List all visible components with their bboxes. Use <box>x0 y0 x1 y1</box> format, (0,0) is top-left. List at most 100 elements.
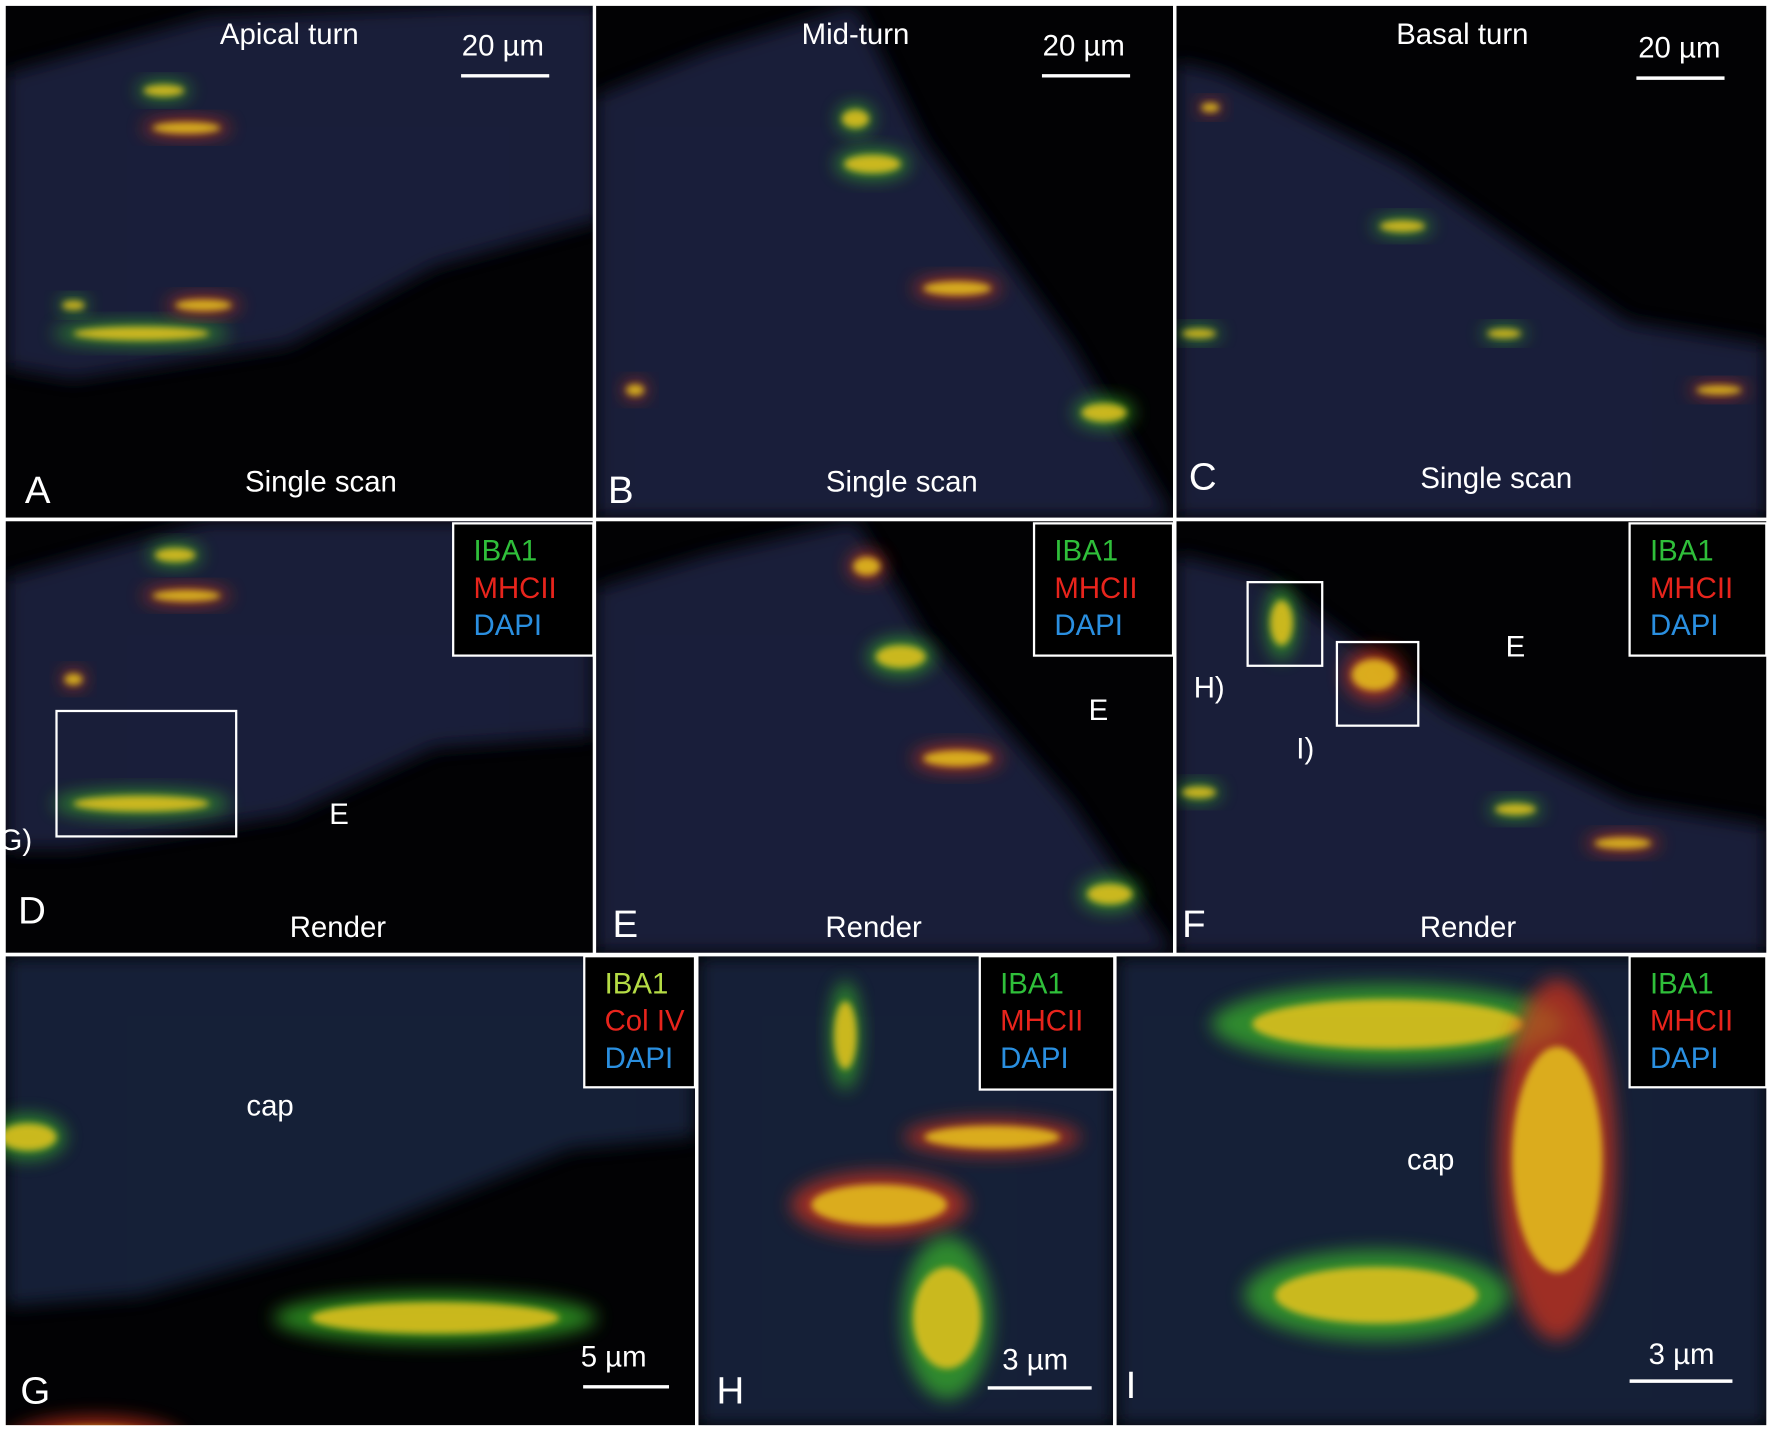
panel: Basal turn 20 µm Single scan C <box>1176 5 1767 518</box>
micrograph <box>5 956 696 1426</box>
panel-caption: Single scan <box>826 466 978 499</box>
annotation: E <box>1506 631 1526 664</box>
cell <box>1087 883 1133 905</box>
legend-box <box>1628 522 1768 657</box>
cell <box>924 1125 1061 1149</box>
annotation: I) <box>1296 732 1314 765</box>
micrograph <box>5 5 594 518</box>
legend-entry: Col IV <box>605 1005 685 1038</box>
legend-box <box>452 522 595 657</box>
micrograph <box>5 521 594 953</box>
cell <box>853 557 881 576</box>
legend-entry: DAPI <box>1650 609 1719 642</box>
scale-bar-label: 3 µm <box>1002 1344 1068 1377</box>
cell <box>1512 1046 1603 1273</box>
annotation: G) <box>0 824 32 857</box>
legend-box <box>1032 522 1175 657</box>
annotation: H) <box>1194 671 1225 704</box>
legend-entry: IBA1 <box>1650 535 1714 568</box>
cell <box>923 750 992 767</box>
legend-entry: DAPI <box>1650 1042 1719 1075</box>
legend-entry: MHCII <box>1650 1005 1733 1038</box>
tissue <box>5 956 696 1307</box>
cell <box>1696 385 1742 395</box>
inset-box <box>1335 640 1420 727</box>
panel-letter: B <box>608 469 634 512</box>
panel-letter: F <box>1182 903 1205 946</box>
panel-title: Mid-turn <box>802 18 910 51</box>
annotation: cap <box>246 1089 293 1122</box>
legend-entry: MHCII <box>474 572 557 605</box>
panel: Mid-turn 20 µm Single scan B <box>595 5 1174 518</box>
panel-caption: Single scan <box>1420 462 1572 495</box>
panel-caption: Render <box>825 911 922 944</box>
panel-caption: Render <box>1420 911 1517 944</box>
panel: 3 µm H IBA1 MHCII DAPI <box>698 955 1119 1426</box>
legend-entry: DAPI <box>1054 609 1123 642</box>
legend-entry: MHCII <box>1054 572 1137 605</box>
cell <box>1270 600 1293 646</box>
legend-entry: IBA1 <box>1054 535 1118 568</box>
cell <box>923 281 992 296</box>
cell <box>175 299 232 311</box>
cell <box>1379 220 1426 232</box>
tissue <box>595 5 1174 518</box>
scale-bar-label: 20 µm <box>1043 29 1125 62</box>
panel-caption: Render <box>290 911 387 944</box>
cell <box>1252 999 1524 1049</box>
legend-entry: IBA1 <box>1650 967 1714 1000</box>
legend-entry: DAPI <box>1000 1042 1069 1075</box>
cell <box>152 590 221 602</box>
inset-box <box>1246 581 1324 667</box>
tissue <box>5 521 594 849</box>
legend-entry: MHCII <box>1000 1005 1083 1038</box>
legend-entry: DAPI <box>474 609 543 642</box>
panel-letter: E <box>613 903 639 946</box>
cell <box>73 326 210 341</box>
micrograph <box>1176 521 1767 953</box>
legend-entry: DAPI <box>605 1042 674 1075</box>
cell <box>73 795 210 812</box>
scale-bar-label: 20 µm <box>462 29 544 62</box>
cell <box>1274 1266 1479 1324</box>
micrograph <box>595 521 1174 953</box>
cell <box>913 1266 981 1369</box>
cell <box>841 109 870 128</box>
cell <box>1201 102 1220 113</box>
legend-entry: IBA1 <box>605 967 669 1000</box>
annotation: E <box>329 798 349 831</box>
legend-entry: MHCII <box>1650 572 1733 605</box>
panel-title: Apical turn <box>220 18 359 51</box>
annotation: cap <box>1407 1144 1454 1177</box>
panel-letter: C <box>1189 455 1217 498</box>
tissue <box>5 5 594 379</box>
cell-glow <box>30 1416 162 1426</box>
cell <box>834 1001 857 1070</box>
panel: Render F H) I) E IBA1 MHCII DAPI <box>1176 521 1768 953</box>
legend-box <box>583 955 697 1089</box>
panel: Render D G) E IBA1 MHCII DAPI <box>0 521 595 953</box>
panel-letter: D <box>18 889 46 932</box>
panel-letter: G <box>20 1370 50 1413</box>
cell <box>154 548 196 562</box>
cell <box>1182 786 1216 798</box>
tissue <box>1176 62 1767 518</box>
scale-bar-label: 20 µm <box>1638 32 1720 65</box>
cell <box>626 384 645 396</box>
cell <box>1594 837 1652 849</box>
cell <box>844 154 901 174</box>
scale-bar-label: 5 µm <box>581 1340 647 1373</box>
cell <box>811 1184 948 1226</box>
panel-letter: A <box>25 469 51 512</box>
micrograph <box>1176 5 1767 518</box>
panel-letter: H <box>716 1370 744 1413</box>
cell <box>1487 329 1522 339</box>
cell <box>1495 803 1536 815</box>
panel: Render E E IBA1 MHCII DAPI <box>595 521 1175 953</box>
annotation: E <box>1089 694 1109 727</box>
panel-title: Basal turn <box>1396 18 1528 51</box>
panel-letter: I <box>1126 1364 1137 1407</box>
